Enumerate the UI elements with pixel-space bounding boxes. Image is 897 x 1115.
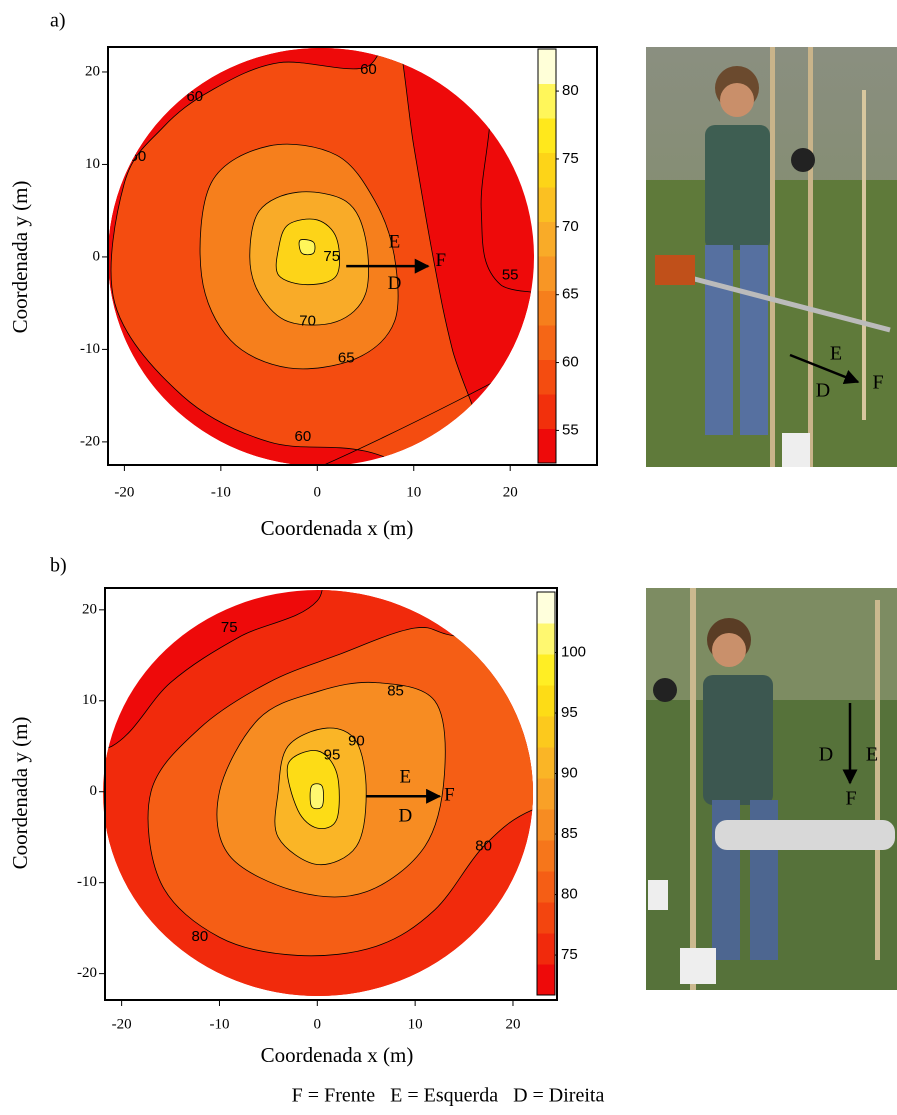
colorbar-band (538, 187, 556, 222)
contour-label: 60 (130, 148, 147, 165)
arrow-label: F (444, 785, 455, 806)
x-axis-label: Coordenada x (m) (261, 1043, 414, 1067)
x-tick-label: 10 (408, 1016, 423, 1032)
y-axis-label: Coordenada y (m) (8, 717, 32, 870)
colorbar-band (537, 592, 555, 624)
x-tick-label: -10 (211, 484, 231, 500)
colorbar-tick-label: 60 (562, 354, 579, 371)
x-tick-label: 20 (505, 1016, 520, 1032)
arrow-label: E (389, 231, 401, 252)
colorbar-tick-label: 100 (561, 643, 586, 660)
arrow-label: D (388, 273, 402, 294)
arrow-label: F (435, 250, 446, 271)
colorbar-band (537, 964, 555, 996)
y-tick-label: -10 (80, 341, 100, 357)
photo (646, 47, 897, 467)
photo-label: D (816, 380, 830, 402)
colorbar-band (538, 360, 556, 395)
contour-field: 55 60 60 60 60 65 70 75 (0, 0, 628, 543)
contour-fill (310, 784, 323, 809)
arrow-label: D (398, 806, 412, 827)
colorbar-band (537, 809, 555, 841)
photo-label: F (845, 788, 856, 810)
contour-label: 95 (324, 746, 341, 763)
colorbar-tick-label: 80 (561, 886, 578, 903)
colorbar-band (537, 623, 555, 655)
colorbar-band (537, 716, 555, 748)
colorbar-tick-label: 90 (561, 765, 578, 782)
y-tick-label: 20 (85, 63, 100, 79)
colorbar-band (538, 429, 556, 464)
colorbar-band (538, 222, 556, 257)
colorbar-tick-label: 75 (561, 946, 578, 963)
contour-label: 80 (475, 837, 492, 854)
colorbar-band (538, 49, 556, 84)
colorbar-band (537, 747, 555, 779)
contour-label: 90 (348, 733, 365, 750)
colorbar-band (538, 84, 556, 119)
contour-field: 75 80 80 85 90 95 (0, 475, 666, 1115)
contour-label: 75 (323, 248, 340, 265)
colorbar-tick-label: 70 (562, 218, 579, 235)
contour-label: 70 (299, 313, 316, 330)
colorbar-tick-label: 85 (561, 825, 578, 842)
x-tick-label: -20 (114, 484, 134, 500)
colorbar-band (537, 778, 555, 810)
figure: 5560606060657075EDF-20-1001020-20-100102… (0, 0, 897, 1115)
colorbar-tick-label: 55 (562, 421, 579, 438)
colorbar-band (538, 291, 556, 326)
colorbar-band (538, 256, 556, 291)
colorbar-tick-label: 65 (562, 286, 579, 303)
contour-label: 60 (360, 61, 377, 78)
colorbar-band (537, 685, 555, 717)
photo-label: D (819, 744, 833, 766)
contour-label: 75 (221, 619, 238, 636)
footer: F = Frente E = Esquerda D = Direita (292, 1085, 605, 1107)
colorbar-band (537, 871, 555, 903)
panel-label: a) (50, 10, 66, 32)
contour-label: 60 (186, 88, 203, 105)
colorbar-band (537, 933, 555, 965)
photo-label: F (872, 372, 883, 394)
contour-label: 65 (338, 350, 355, 367)
colorbar-band (537, 654, 555, 686)
contour-label: 55 (502, 266, 519, 283)
photo (646, 588, 897, 990)
colorbar-band (537, 902, 555, 934)
x-tick-label: 0 (314, 484, 322, 500)
colorbar-tick-label: 95 (561, 704, 578, 721)
x-tick-label: -10 (209, 1016, 229, 1032)
x-tick-label: 10 (406, 484, 421, 500)
panel-label: b) (50, 555, 67, 577)
y-tick-label: 10 (82, 692, 97, 708)
y-tick-label: 10 (85, 156, 100, 172)
contour-label: 80 (192, 928, 209, 945)
y-tick-label: -10 (77, 874, 97, 890)
contour-label: 60 (294, 428, 311, 445)
x-tick-label: 0 (314, 1016, 322, 1032)
y-axis-label: Coordenada y (m) (8, 181, 32, 334)
y-tick-label: 20 (82, 601, 97, 617)
x-axis-label: Coordenada x (m) (261, 516, 414, 540)
colorbar-tick-label: 75 (562, 150, 579, 167)
colorbar-band (538, 394, 556, 429)
photo-label: E (866, 744, 878, 766)
colorbar-band (538, 118, 556, 153)
x-tick-label: 20 (503, 484, 518, 500)
colorbar-band (537, 840, 555, 872)
arrow-label: E (400, 766, 412, 787)
y-tick-label: -20 (80, 433, 100, 449)
y-tick-label: 0 (90, 783, 98, 799)
colorbar-band (538, 153, 556, 188)
x-tick-label: -20 (112, 1016, 132, 1032)
y-tick-label: -20 (77, 965, 97, 981)
colorbar-tick-label: 80 (562, 82, 579, 99)
contour-label: 85 (387, 683, 404, 700)
colorbar-band (538, 325, 556, 360)
photo-label: E (830, 343, 842, 365)
y-tick-label: 0 (93, 248, 101, 264)
